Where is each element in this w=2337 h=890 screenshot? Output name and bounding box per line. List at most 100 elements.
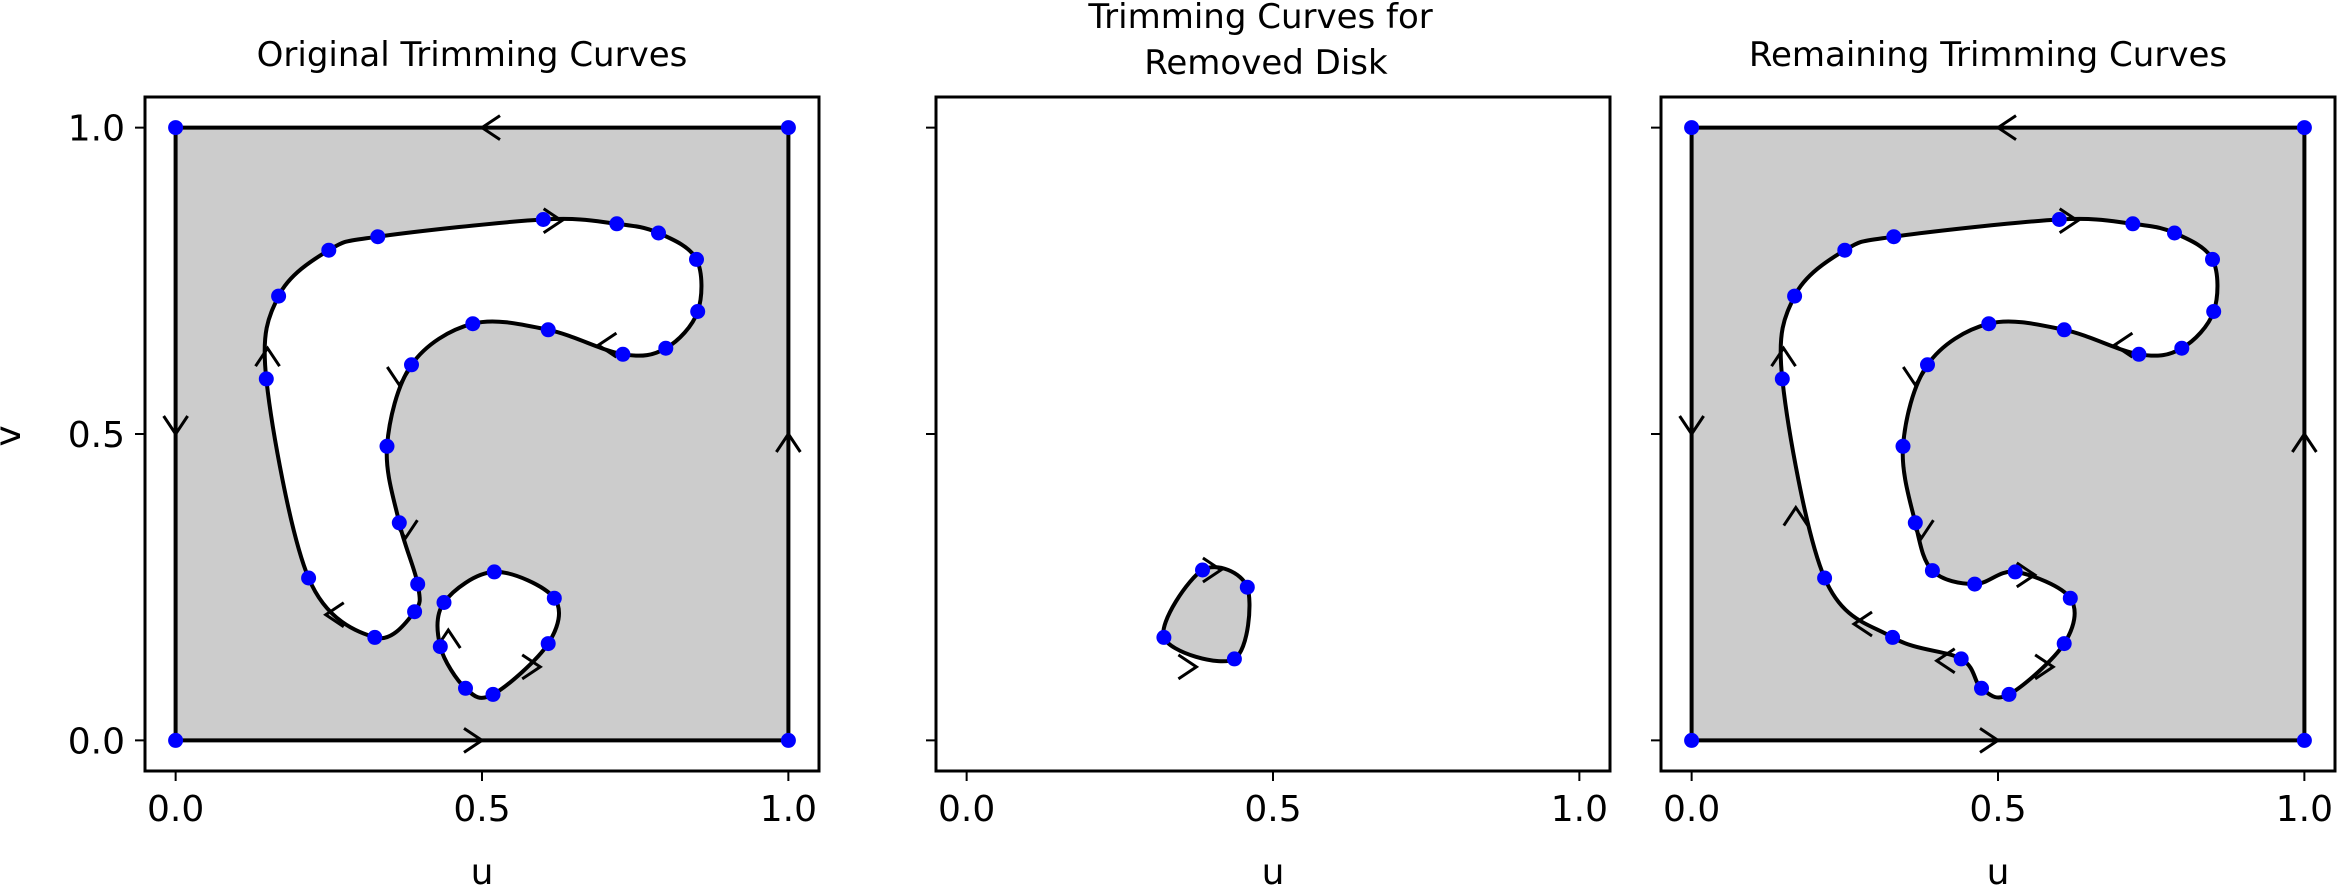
control-point-27 xyxy=(1787,288,1803,304)
control-point-23 xyxy=(370,229,386,245)
plot-content xyxy=(162,114,802,754)
control-point-17 xyxy=(1967,576,1983,592)
control-point-4 xyxy=(535,212,551,227)
panel-title: Original Trimming Curves xyxy=(257,35,688,75)
control-point-21 xyxy=(271,288,287,304)
control-point-16 xyxy=(410,576,426,592)
ticks: 0.0 0.5 1.0 0.0 0.5 1.0 xyxy=(68,109,817,830)
direction-arrow-1 xyxy=(775,431,802,453)
x-tick-label: 1.0 xyxy=(1551,789,1608,830)
control-point-22 xyxy=(321,242,337,258)
direction-arrow-1 xyxy=(2291,431,2318,453)
control-point-14 xyxy=(379,438,395,454)
panel-remaining-trimming-curves: Remaining Trimming Curves 0.0 0.5 1.0 u xyxy=(1651,35,2337,890)
control-point-16 xyxy=(1924,563,1940,579)
control-point-15 xyxy=(391,515,407,531)
direction-arrow-7 xyxy=(1851,610,1873,638)
direction-arrow-5 xyxy=(254,345,281,368)
control-point-3 xyxy=(1156,629,1172,645)
control-point-3 xyxy=(1684,120,1700,136)
control-point-20 xyxy=(2056,636,2072,652)
control-point-23 xyxy=(1953,651,1969,667)
trimmed-region-fill xyxy=(175,127,789,741)
control-point-14 xyxy=(1895,438,1911,454)
control-point-2 xyxy=(1226,651,1242,667)
direction-arrow-0 xyxy=(1202,556,1224,584)
control-point-8 xyxy=(2206,304,2222,319)
y-axis-label: v xyxy=(0,425,29,446)
panel-removed-disk: Trimming Curves for Removed Disk 0.0 0.5 1… xyxy=(926,0,1612,890)
direction-arrow-11 xyxy=(1902,366,1929,388)
direction-arrow-11 xyxy=(521,653,543,681)
control-point-2 xyxy=(2296,120,2312,136)
control-point-6 xyxy=(2167,225,2182,241)
y-tick-label: 1.0 xyxy=(68,109,125,150)
control-point-5 xyxy=(609,216,625,232)
ticks: 0.0 0.5 1.0 xyxy=(1651,126,2333,830)
control-point-1 xyxy=(780,732,796,748)
x-axis-label: u xyxy=(471,852,494,890)
direction-arrow-8 xyxy=(386,366,413,388)
control-point-24 xyxy=(486,564,502,580)
direction-arrow-6 xyxy=(1782,504,1810,527)
panel-title-line-1: Trimming Curves for xyxy=(1087,0,1432,37)
control-point-9 xyxy=(658,340,674,356)
control-point-0 xyxy=(1684,732,1700,748)
plot-content xyxy=(1678,114,2318,754)
direction-arrow-8 xyxy=(1934,647,1956,674)
control-point-25 xyxy=(546,590,562,606)
direction-arrow-5 xyxy=(1770,345,1797,368)
direction-arrow-0 xyxy=(463,727,485,754)
control-point-12 xyxy=(1981,316,1997,332)
x-tick-label: 0.0 xyxy=(147,789,204,830)
direction-arrow-0 xyxy=(1979,727,2001,754)
control-point-19 xyxy=(301,570,317,586)
control-point-1 xyxy=(2296,732,2312,748)
x-tick-label: 0.0 xyxy=(1663,789,1720,830)
x-tick-label: 1.0 xyxy=(2276,789,2333,830)
control-point-25 xyxy=(1817,570,1833,586)
control-point-27 xyxy=(485,686,501,702)
control-point-13 xyxy=(1920,357,1935,373)
control-point-6 xyxy=(651,225,666,241)
control-point-28 xyxy=(458,680,473,696)
control-point-18 xyxy=(2007,564,2023,580)
control-point-30 xyxy=(436,595,452,610)
direction-arrow-4 xyxy=(542,207,565,235)
ticks: 0.0 0.5 1.0 xyxy=(926,126,1608,830)
control-point-19 xyxy=(2062,590,2078,606)
direction-arrow-2 xyxy=(1995,114,2017,141)
control-point-29 xyxy=(1886,229,1902,245)
control-point-11 xyxy=(540,322,556,338)
direction-arrow-6 xyxy=(323,601,345,629)
y-tick-label: 0.0 xyxy=(68,721,125,762)
x-tick-label: 0.5 xyxy=(1244,789,1301,830)
control-point-7 xyxy=(2205,251,2220,267)
control-point-21 xyxy=(2001,686,2017,702)
direction-arrow-3 xyxy=(162,415,189,437)
control-point-20 xyxy=(258,371,274,387)
direction-arrow-10 xyxy=(2034,653,2056,681)
control-point-2 xyxy=(780,120,796,136)
plot-content xyxy=(1156,556,1255,681)
control-point-9 xyxy=(2174,340,2190,356)
control-point-7 xyxy=(689,251,704,267)
control-point-12 xyxy=(465,316,481,332)
y-tick-label: 0.5 xyxy=(68,415,125,456)
control-point-28 xyxy=(1837,242,1853,258)
control-point-10 xyxy=(615,346,631,362)
control-point-22 xyxy=(1974,680,1989,696)
x-tick-label: 0.0 xyxy=(938,789,995,830)
panel-title-line-2: Removed Disk xyxy=(1144,43,1388,83)
control-point-13 xyxy=(404,357,419,373)
control-point-1 xyxy=(1239,579,1255,595)
control-point-10 xyxy=(2131,346,2147,362)
control-point-24 xyxy=(1885,629,1901,645)
control-point-5 xyxy=(2125,216,2141,232)
control-point-15 xyxy=(1907,515,1923,531)
panel-title: Remaining Trimming Curves xyxy=(1749,35,2227,75)
direction-arrow-2 xyxy=(479,114,501,141)
direction-arrow-3 xyxy=(1678,415,1705,437)
direction-arrow-4 xyxy=(2058,207,2081,235)
